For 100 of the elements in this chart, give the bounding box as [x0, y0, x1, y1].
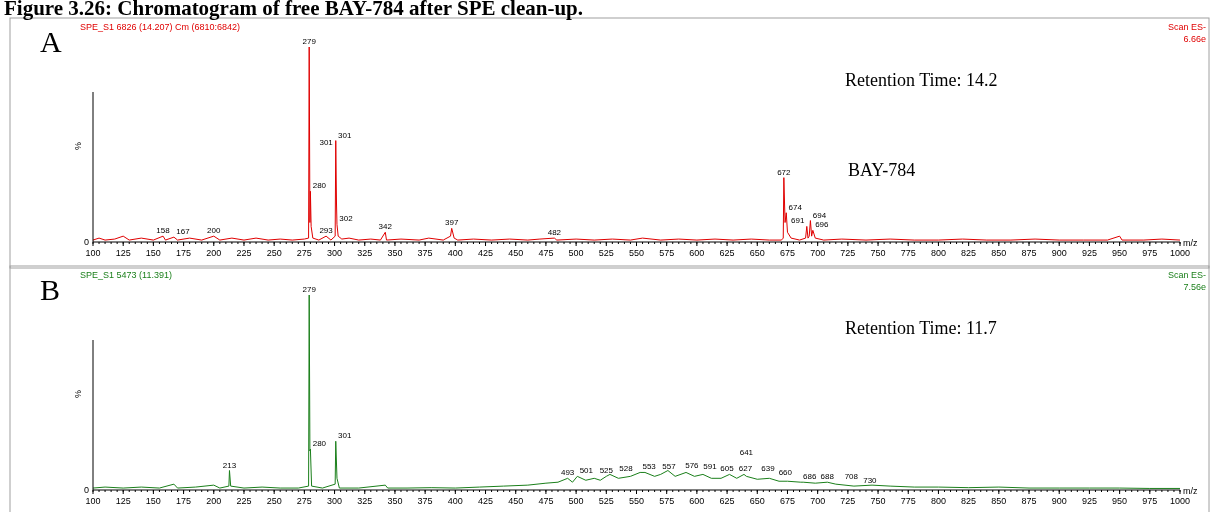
x-tick-label: 425 — [478, 496, 494, 506]
x-tick-label: 750 — [870, 248, 886, 258]
y-axis-title: % — [73, 141, 83, 151]
text: 0 — [83, 237, 89, 247]
x-tick-label: 475 — [538, 248, 554, 258]
x-tick-label: 975 — [1142, 248, 1158, 258]
annotation: 158 — [156, 226, 171, 236]
x-tick-label: 550 — [628, 248, 645, 258]
x-tick-label: 775 — [900, 248, 916, 258]
x-tick-label: 200 — [206, 248, 222, 258]
annotation: 557 — [662, 462, 677, 472]
x-tick-label: 350 — [387, 248, 403, 258]
annotation: 280 — [312, 439, 327, 449]
annotation: Retention Time: 11.7 — [845, 318, 997, 338]
x-tick-label: 700 — [810, 496, 826, 506]
x-tick-label: 975 — [1142, 496, 1158, 506]
x-tick-label: 700 — [810, 248, 826, 258]
annotation: 528 — [619, 464, 634, 474]
annotation: 493 — [560, 468, 575, 478]
x-tick-label: 125 — [115, 248, 131, 258]
x-tick-label: 500 — [568, 496, 584, 506]
annotation: 708 — [844, 472, 859, 482]
annotation: 279 — [302, 285, 317, 294]
text: B — [40, 273, 61, 306]
x-tick-label: 475 — [538, 496, 554, 506]
annotation: 167 — [176, 227, 191, 237]
x-axis-title: m/z — [1183, 238, 1198, 248]
x-tick-label: 400 — [447, 248, 463, 258]
x-tick-label: 500 — [568, 248, 584, 258]
text: Scan ES- — [1167, 22, 1206, 32]
annotation: 553 — [642, 462, 657, 472]
annotation: 686 — [803, 472, 817, 482]
text: SPE_S1 6826 (14.207) Cm (6810:6842) — [80, 22, 241, 32]
text: A — [40, 25, 62, 58]
annotation: 279 — [302, 37, 317, 46]
x-tick-label: 275 — [296, 496, 312, 506]
x-tick-label: 925 — [1081, 496, 1097, 506]
x-tick-label: 300 — [327, 248, 343, 258]
annotation: 730 — [863, 476, 878, 486]
x-tick-label: 300 — [327, 496, 343, 506]
x-tick-label: 750 — [870, 496, 886, 506]
x-tick-label: 650 — [749, 248, 765, 258]
annotation: 213 — [222, 460, 237, 470]
annotation: 301 — [338, 431, 352, 441]
x-tick-label: 850 — [991, 496, 1007, 506]
x-tick-label: 350 — [387, 496, 403, 506]
annotation: 200 — [207, 226, 221, 236]
x-tick-label: 875 — [1021, 248, 1037, 258]
annotation: 696 — [815, 220, 830, 230]
annotation: 342 — [378, 222, 393, 232]
x-tick-label: 225 — [236, 248, 252, 258]
annotation: 694 — [812, 210, 827, 220]
annotation: BAY-784 — [848, 160, 916, 180]
x-tick-label: 600 — [689, 248, 705, 258]
x-tick-label: 400 — [447, 496, 463, 506]
text: 6.66e — [1183, 34, 1206, 44]
x-tick-label: 150 — [145, 248, 161, 258]
annotation: 641 — [739, 448, 754, 458]
x-tick-label: 225 — [236, 496, 252, 506]
annotation: 672 — [777, 167, 792, 177]
x-tick-label: 625 — [719, 496, 735, 506]
x-tick-label: 150 — [145, 496, 161, 506]
x-tick-label: 450 — [508, 248, 524, 258]
x-tick-label: 725 — [840, 496, 856, 506]
x-tick-label: 925 — [1081, 248, 1097, 258]
x-tick-label: 600 — [689, 496, 705, 506]
x-tick-label: 175 — [176, 248, 192, 258]
x-tick-label: 725 — [840, 248, 856, 258]
x-tick-label: 825 — [961, 248, 977, 258]
annotation: 525 — [599, 466, 614, 476]
x-tick-label: 900 — [1051, 496, 1067, 506]
x-tick-label: 575 — [659, 248, 675, 258]
x-tick-label: 850 — [991, 248, 1007, 258]
annotation: 674 — [788, 202, 803, 212]
annotation: 482 — [547, 228, 562, 238]
x-tick-label: 525 — [598, 248, 614, 258]
x-tick-label: 175 — [176, 496, 192, 506]
x-tick-label: 800 — [930, 496, 946, 506]
y-axis-title: % — [73, 389, 83, 399]
annotation: 639 — [761, 464, 776, 474]
x-tick-label: 675 — [779, 496, 795, 506]
x-tick-label: 950 — [1112, 496, 1128, 506]
x-axis-title: m/z — [1183, 486, 1198, 496]
x-tick-label: 200 — [206, 496, 222, 506]
x-tick-label: 625 — [719, 248, 735, 258]
annotation: 688 — [820, 472, 835, 482]
x-tick-label: 650 — [749, 496, 765, 506]
x-tick-label: 875 — [1021, 496, 1037, 506]
annotation: 302 — [339, 214, 354, 224]
x-tick-label: 525 — [598, 496, 614, 506]
x-tick-label: 950 — [1112, 248, 1128, 258]
x-tick-label: 800 — [930, 248, 946, 258]
x-tick-label: 375 — [417, 496, 433, 506]
x-tick-label: 125 — [115, 496, 131, 506]
text: 0 — [83, 485, 89, 495]
annotation: 501 — [579, 466, 594, 476]
x-tick-label: 775 — [900, 496, 916, 506]
x-tick-label: 1000 — [1169, 248, 1191, 258]
annotation: 301 — [319, 138, 334, 148]
x-tick-label: 825 — [961, 496, 977, 506]
